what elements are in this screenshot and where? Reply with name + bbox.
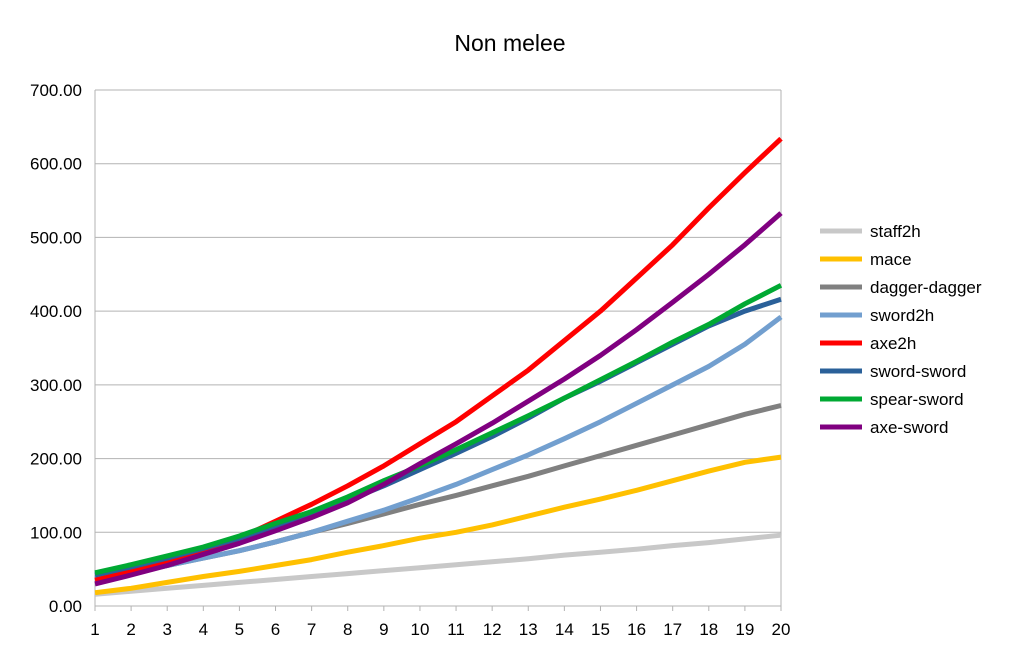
x-tick-label: 15 <box>591 620 610 639</box>
series-line-spear-sword <box>94 283 783 576</box>
chart-title: Non melee <box>454 30 566 56</box>
y-tick-label: 300.00 <box>30 376 82 395</box>
y-tick-label: 200.00 <box>30 450 82 469</box>
series-line-staff2h <box>94 532 782 597</box>
x-tick-label: 13 <box>519 620 538 639</box>
y-tick-label: 100.00 <box>30 523 82 542</box>
legend-label: axe2h <box>870 334 916 353</box>
legend-label: mace <box>870 250 912 269</box>
x-tick-label: 20 <box>772 620 791 639</box>
x-tick-label: 7 <box>307 620 316 639</box>
legend-label: dagger-dagger <box>870 278 982 297</box>
x-tick-label: 19 <box>735 620 754 639</box>
y-tick-label: 700.00 <box>30 81 82 100</box>
x-tick-label: 18 <box>699 620 718 639</box>
x-tick-label: 1 <box>90 620 99 639</box>
series-line-mace <box>94 454 782 596</box>
x-tick-label: 11 <box>447 620 465 639</box>
x-tick-label: 4 <box>199 620 208 639</box>
y-tick-label: 0.00 <box>49 597 82 616</box>
series-line-axe-sword <box>94 211 783 587</box>
x-tick-label: 17 <box>663 620 682 639</box>
legend-label: staff2h <box>870 222 921 241</box>
x-tick-label: 16 <box>627 620 646 639</box>
x-tick-label: 12 <box>483 620 502 639</box>
x-tick-label: 10 <box>410 620 429 639</box>
series-line-sword2h <box>94 315 783 582</box>
series-line-axe2h <box>94 136 783 583</box>
legend-label: sword-sword <box>870 362 966 381</box>
x-tick-label: 14 <box>555 620 574 639</box>
x-tick-label: 2 <box>126 620 135 639</box>
legend-label: sword2h <box>870 306 934 325</box>
legend-label: spear-sword <box>870 390 964 409</box>
x-tick-label: 3 <box>162 620 171 639</box>
y-tick-label: 400.00 <box>30 302 82 321</box>
y-tick-label: 500.00 <box>30 228 82 247</box>
x-tick-label: 5 <box>235 620 244 639</box>
legend-label: axe-sword <box>870 418 948 437</box>
x-tick-label: 6 <box>271 620 280 639</box>
x-tick-label: 8 <box>343 620 352 639</box>
y-tick-label: 600.00 <box>30 155 82 174</box>
x-tick-label: 9 <box>379 620 388 639</box>
